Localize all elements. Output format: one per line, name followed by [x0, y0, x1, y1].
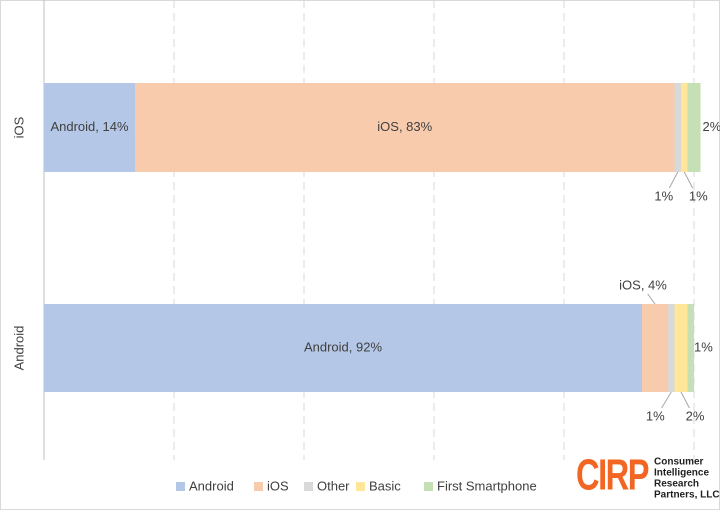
logo-mark: CIRP	[576, 451, 648, 500]
legend-label: iOS	[267, 478, 289, 493]
data-label: 1%	[694, 339, 713, 354]
leader-line	[680, 391, 690, 409]
logo-text: Partners, LLC	[654, 490, 720, 501]
legend-swatch	[254, 482, 263, 491]
leader-line	[668, 171, 679, 189]
data-label: 2%	[703, 119, 720, 134]
bar-segment	[44, 304, 642, 392]
legend-label: Other	[317, 478, 350, 493]
data-label: iOS, 83%	[377, 119, 432, 134]
y-tick-label: Android	[11, 326, 26, 371]
data-label: 2%	[686, 408, 705, 423]
bar-segment	[135, 83, 675, 172]
data-label: Android, 92%	[304, 339, 382, 354]
leader-line	[661, 391, 672, 409]
legend-label: First Smartphone	[437, 478, 537, 493]
leader-line	[683, 171, 694, 189]
legend-swatch	[356, 482, 365, 491]
legend-swatch	[424, 482, 433, 491]
bar-segment	[687, 304, 694, 392]
bar-segment	[681, 83, 688, 172]
data-label: 1%	[689, 188, 708, 203]
leader-line	[647, 293, 656, 305]
data-label: iOS, 4%	[619, 277, 667, 292]
legend-label: Basic	[369, 478, 401, 493]
bar-segment	[642, 304, 668, 392]
bar-segment	[674, 83, 681, 172]
data-label: 1%	[646, 408, 665, 423]
data-label: Android, 14%	[50, 119, 128, 134]
logo-text: Research	[654, 479, 699, 490]
bar-segment	[668, 304, 675, 392]
legend-label: Android	[189, 478, 234, 493]
legend-swatch	[176, 482, 185, 491]
legend-swatch	[304, 482, 313, 491]
bar-segment	[687, 83, 701, 172]
bar-segment	[674, 304, 688, 392]
y-tick-label: iOS	[11, 116, 26, 138]
logo-text: Consumer	[654, 457, 704, 468]
logo-text: Intelligence	[654, 468, 709, 479]
bar-segment	[44, 83, 135, 172]
data-label: 1%	[654, 188, 673, 203]
